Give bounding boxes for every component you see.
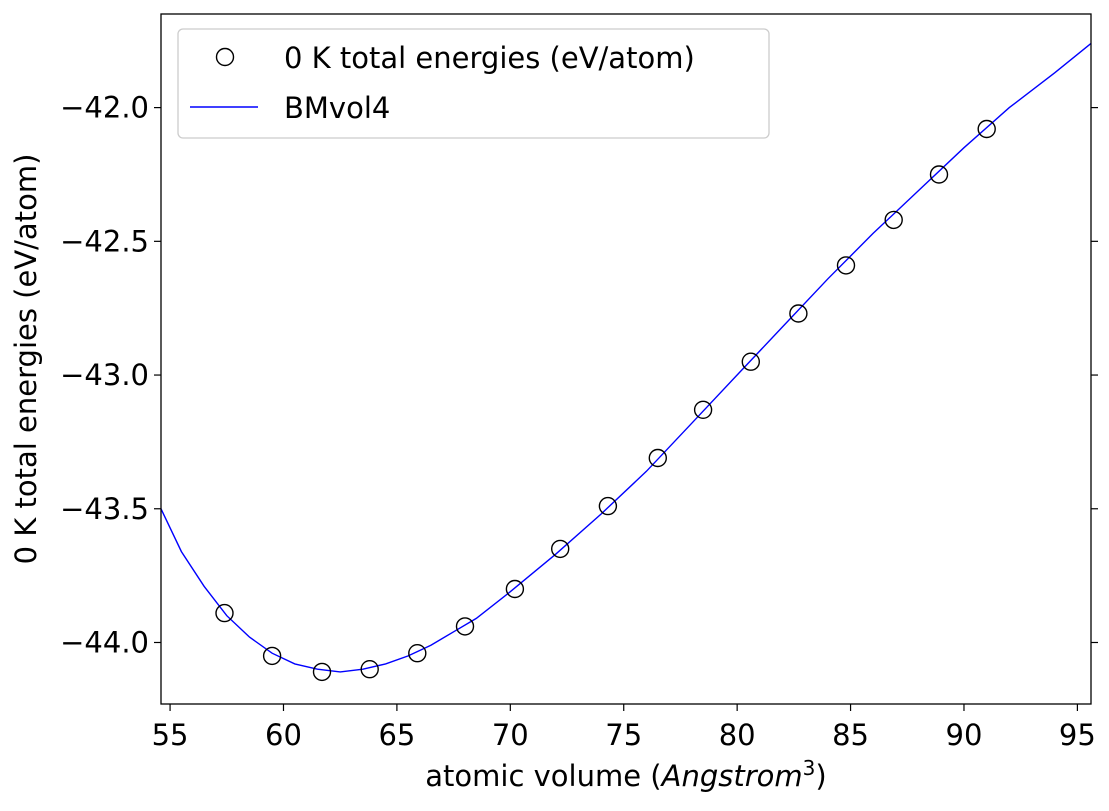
legend-marker-scatter bbox=[215, 47, 235, 67]
x-tick-label: 75 bbox=[605, 718, 642, 752]
data-point bbox=[455, 617, 475, 636]
x-axis-label: atomic volume (Angstrom3) bbox=[425, 756, 826, 793]
data-point bbox=[789, 304, 808, 323]
legend-box bbox=[177, 28, 770, 139]
y-tick-label: −44.0 bbox=[60, 625, 149, 659]
data-point bbox=[262, 646, 282, 666]
data-point bbox=[215, 603, 234, 623]
data-point bbox=[312, 662, 332, 682]
data-point bbox=[551, 539, 570, 559]
data-point bbox=[360, 660, 379, 679]
data-point bbox=[408, 644, 427, 663]
legend: 0 K total energies (eV/atom) BMvol4 bbox=[177, 28, 770, 139]
x-tick-label: 70 bbox=[492, 718, 529, 752]
x-tick-label: 90 bbox=[946, 718, 983, 752]
data-point bbox=[693, 400, 713, 419]
points-layer bbox=[215, 119, 996, 682]
x-tick-label: 95 bbox=[1059, 718, 1096, 752]
data-point bbox=[648, 448, 667, 468]
data-point bbox=[836, 256, 856, 275]
data-point bbox=[741, 352, 760, 371]
y-axis-label: 0 K total energies (eV/atom) bbox=[9, 154, 43, 565]
legend-label-scatter: 0 K total energies (eV/atom) bbox=[284, 41, 695, 75]
data-point bbox=[598, 496, 618, 516]
x-tick-label: 65 bbox=[378, 718, 415, 752]
data-point bbox=[505, 579, 525, 599]
data-point bbox=[884, 210, 903, 230]
x-tick-label: 80 bbox=[719, 718, 756, 752]
plot-frame bbox=[160, 13, 1092, 705]
legend-label-line: BMvol4 bbox=[284, 91, 390, 125]
y-tick-label: −43.5 bbox=[60, 492, 149, 526]
series-line-1 bbox=[160, 42, 1092, 673]
y-axis: −44.0 −43.5 −43.0 −42.5 −42.0 bbox=[60, 91, 1098, 659]
curve-layer bbox=[160, 42, 1092, 673]
data-point bbox=[929, 165, 949, 184]
data-point bbox=[977, 119, 996, 139]
y-tick-label: −42.5 bbox=[60, 224, 149, 258]
y-tick-label: −42.0 bbox=[60, 91, 149, 125]
x-axis: 55 60 65 70 75 80 85 90 95 bbox=[152, 704, 1096, 752]
y-tick-label: −43.0 bbox=[60, 358, 149, 392]
x-tick-label: 60 bbox=[265, 718, 302, 752]
x-tick-label: 55 bbox=[152, 718, 189, 752]
x-tick-label: 85 bbox=[832, 718, 869, 752]
